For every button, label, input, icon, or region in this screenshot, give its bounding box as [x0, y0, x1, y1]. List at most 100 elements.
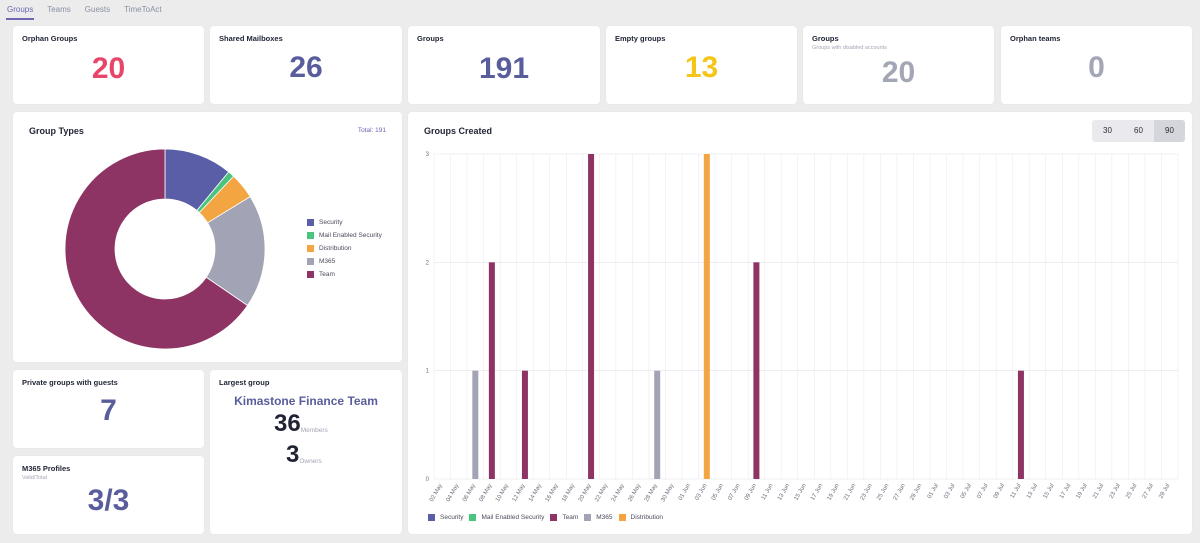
legend-item-security[interactable]: Security	[307, 216, 382, 229]
legend-label: Team	[562, 514, 579, 521]
members-count: 36	[274, 410, 301, 437]
legend-item-distribution[interactable]: Distribution	[618, 511, 663, 524]
tab-bar: Groups Teams Guests TimeToAct	[6, 0, 175, 20]
card-title: Private groups with guests	[22, 378, 118, 387]
range-selector: 30 60 90	[1092, 120, 1185, 142]
legend-item-mail-enabled-security[interactable]: Mail Enabled Security	[307, 229, 382, 242]
bar-team-08-may[interactable]	[488, 262, 495, 479]
x-tick-label: 29 Jun	[909, 483, 923, 502]
disabled-groups-card[interactable]: Groups Groups with disabled accounts 20	[803, 26, 994, 104]
legend-label: Team	[319, 271, 335, 278]
x-tick-label: 07 Jun	[727, 483, 741, 502]
legend-swatch	[307, 258, 314, 265]
largest-group-card[interactable]: Largest group Kimastone Finance Team 36 …	[210, 370, 402, 534]
tab-groups[interactable]: Groups	[6, 0, 40, 20]
legend-swatch	[469, 514, 477, 521]
x-tick-label: 25 Jun	[876, 483, 890, 502]
card-title: Groups	[812, 34, 839, 43]
tab-guests[interactable]: Guests	[84, 5, 111, 14]
x-tick-label: 29 Jul	[1158, 483, 1171, 500]
x-tick-label: 17 Jul	[1059, 483, 1072, 500]
legend-item-mail-enabled-security[interactable]: Mail Enabled Security	[469, 511, 544, 524]
bar-distribution-03-jun[interactable]	[703, 154, 710, 479]
private-guests-card[interactable]: Private groups with guests 7	[13, 370, 204, 448]
legend-item-team[interactable]: Team	[307, 268, 382, 281]
x-tick-label: 05 Jun	[711, 483, 725, 502]
x-tick-label: 23 Jun	[860, 483, 874, 502]
x-tick-label: 05 Jul	[960, 483, 973, 500]
bar-team-20-may[interactable]	[588, 154, 595, 479]
group-types-donut[interactable]	[63, 148, 268, 351]
orphan-groups-card[interactable]: Orphan Groups 20	[13, 26, 204, 104]
legend-swatch	[307, 219, 314, 226]
group-types-legend: Security Mail Enabled Security Distributio…	[307, 216, 382, 281]
x-tick-label: 19 Jun	[827, 483, 841, 502]
legend-item-distribution[interactable]: Distribution	[307, 242, 382, 255]
group-types-title: Group Types	[29, 126, 84, 136]
owners-label: Owners	[299, 458, 322, 465]
bar-m365-06-may[interactable]	[472, 370, 479, 479]
bar-team-09-jun[interactable]	[753, 262, 760, 479]
x-tick-label: 07 Jul	[976, 483, 989, 500]
card-title: Shared Mailboxes	[219, 34, 283, 43]
card-title: Groups	[417, 34, 444, 43]
x-tick-label: 06 May	[462, 483, 477, 503]
groups-created-title: Groups Created	[424, 126, 493, 136]
x-tick-label: 12 May	[512, 483, 527, 503]
legend-swatch	[307, 271, 314, 278]
empty-groups-value: 13	[684, 51, 719, 84]
card-title: Orphan Groups	[22, 34, 78, 43]
x-tick-label: 09 Jun	[744, 483, 758, 502]
legend-item-m365[interactable]: M365	[584, 511, 613, 524]
x-tick-label: 30 May	[660, 483, 675, 503]
legend-item-team[interactable]: Team	[550, 511, 578, 524]
largest-group-name: Kimastone Finance Team	[234, 394, 378, 408]
orphan-groups-value: 20	[91, 52, 126, 85]
y-tick-label: 3	[426, 152, 430, 158]
x-tick-label: 09 Jul	[993, 483, 1006, 500]
x-tick-label: 04 May	[445, 483, 460, 503]
card-title: Empty groups	[615, 34, 666, 43]
legend-label: Security	[440, 514, 464, 521]
x-tick-label: 20 May	[578, 483, 593, 503]
x-tick-label: 14 May	[528, 483, 543, 503]
m365-profiles-value: 3/3	[87, 484, 130, 517]
empty-groups-card[interactable]: Empty groups 13	[606, 26, 797, 104]
x-tick-label: 23 Jul	[1109, 483, 1122, 500]
legend-item-security[interactable]: Security	[428, 511, 463, 524]
legend-label: Mail Enabled Security	[319, 232, 382, 239]
orphan-teams-card[interactable]: Orphan teams 0	[1001, 26, 1192, 104]
x-tick-label: 15 Jun	[794, 483, 808, 502]
legend-label: Mail Enabled Security	[481, 514, 545, 521]
x-tick-label: 24 May	[611, 483, 626, 503]
range-60-button[interactable]: 60	[1134, 126, 1143, 135]
groups-created-chart[interactable]: 0 1 2 3 02 May 04 May 06 May 08 May 10 May 12 May…	[408, 142, 1192, 512]
owners-row: 3 Owners	[286, 443, 322, 467]
group-types-card: Group Types Total: 191 Security Mail Enab…	[13, 112, 402, 362]
legend-swatch	[428, 514, 435, 521]
x-tick-label: 03 Jun	[694, 483, 708, 502]
x-tick-label: 17 Jun	[810, 483, 824, 502]
bar-team-12-may[interactable]	[521, 370, 528, 479]
groups-card[interactable]: Groups 191	[408, 26, 600, 104]
legend-label: M365	[596, 514, 613, 521]
tab-timetoact[interactable]: TimeToAct	[124, 5, 162, 14]
range-30-button[interactable]: 30	[1103, 126, 1112, 135]
legend-item-m365[interactable]: M365	[307, 255, 382, 268]
shared-mailboxes-card[interactable]: Shared Mailboxes 26	[210, 26, 402, 104]
x-tick-label: 21 Jun	[843, 483, 857, 502]
tab-teams[interactable]: Teams	[47, 5, 71, 14]
group-types-total: Total: 191	[357, 127, 386, 134]
x-tick-label: 27 Jun	[893, 483, 907, 502]
m365-profiles-card[interactable]: M365 Profiles Valid/Total 3/3	[13, 456, 204, 534]
shared-mailboxes-value: 26	[289, 51, 323, 84]
donut-slice-team[interactable]	[64, 148, 249, 350]
groups-value: 191	[478, 52, 530, 85]
range-90-button[interactable]: 90	[1154, 120, 1185, 142]
legend-swatch	[584, 514, 592, 521]
bar-m365-28-may[interactable]	[654, 370, 661, 479]
x-tick-label: 28 May	[644, 483, 659, 503]
x-tick-label: 15 Jul	[1043, 483, 1056, 500]
bar-team-11-jul[interactable]	[1017, 370, 1024, 479]
y-tick-label: 2	[426, 260, 430, 266]
